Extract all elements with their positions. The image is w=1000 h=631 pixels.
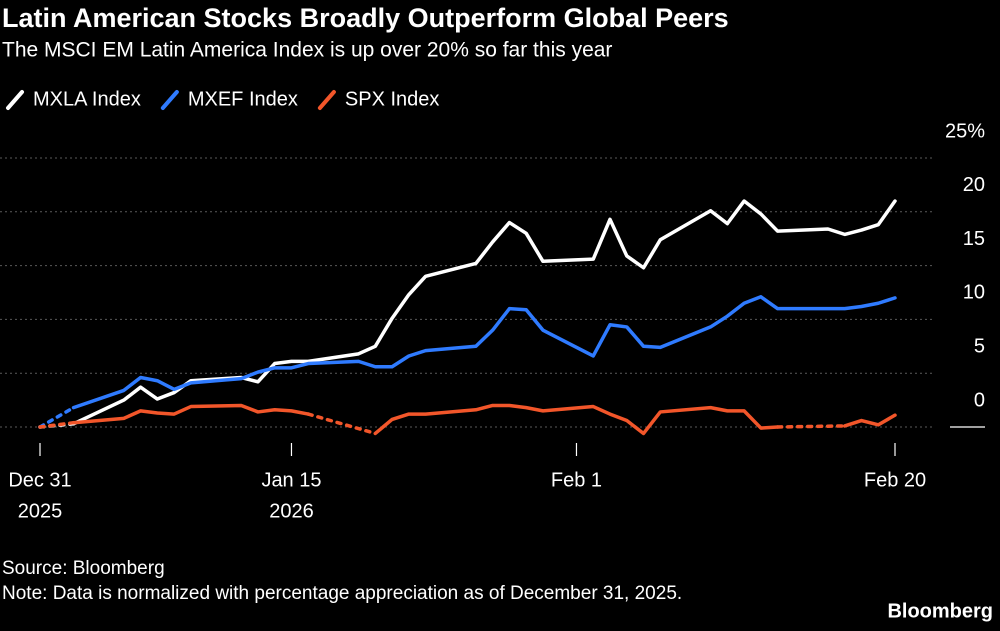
x-tick-year: 2026 [269,500,314,522]
legend-label: SPX Index [345,88,440,110]
gap-connector [38,420,76,429]
x-tick-label: Feb 20 [864,469,926,491]
x-tick-label: Feb 1 [551,469,602,491]
gap-connector [775,424,847,429]
x-tick-label: Dec 31 [8,469,71,491]
y-tick-label: 0 [974,389,985,411]
chart-subtitle: The MSCI EM Latin America Index is up ov… [2,39,612,62]
x-tick-label: Jan 15 [261,469,321,491]
y-tick-label: 5 [974,335,985,357]
series-line [842,413,897,428]
legend-swatch [6,90,24,110]
note: Note: Data is normalized with percentage… [2,583,682,604]
x-tick-year: 2025 [18,500,63,522]
legend: MXLA Index MXEF Index SPX Index [6,88,440,110]
legend-label: MXEF Index [188,88,298,110]
y-tick-label: 10 [963,282,985,304]
legend-swatch [317,90,336,110]
legend-label: MXLA Index [33,88,141,110]
gap-connector [306,412,378,436]
gap-connector [38,405,76,429]
source: Source: Bloomberg [2,558,165,579]
chart-title: Latin American Stocks Broadly Outperform… [2,3,729,33]
series-line [71,295,897,410]
series-line [71,403,310,425]
series-line [71,199,897,426]
y-tick-label: 15 [963,228,985,250]
legend-swatch [160,90,179,110]
series-line [373,403,780,436]
y-tick-label: 20 [963,174,985,196]
y-tick-label: 25% [945,120,985,142]
brand-logo: Bloomberg [887,600,993,622]
